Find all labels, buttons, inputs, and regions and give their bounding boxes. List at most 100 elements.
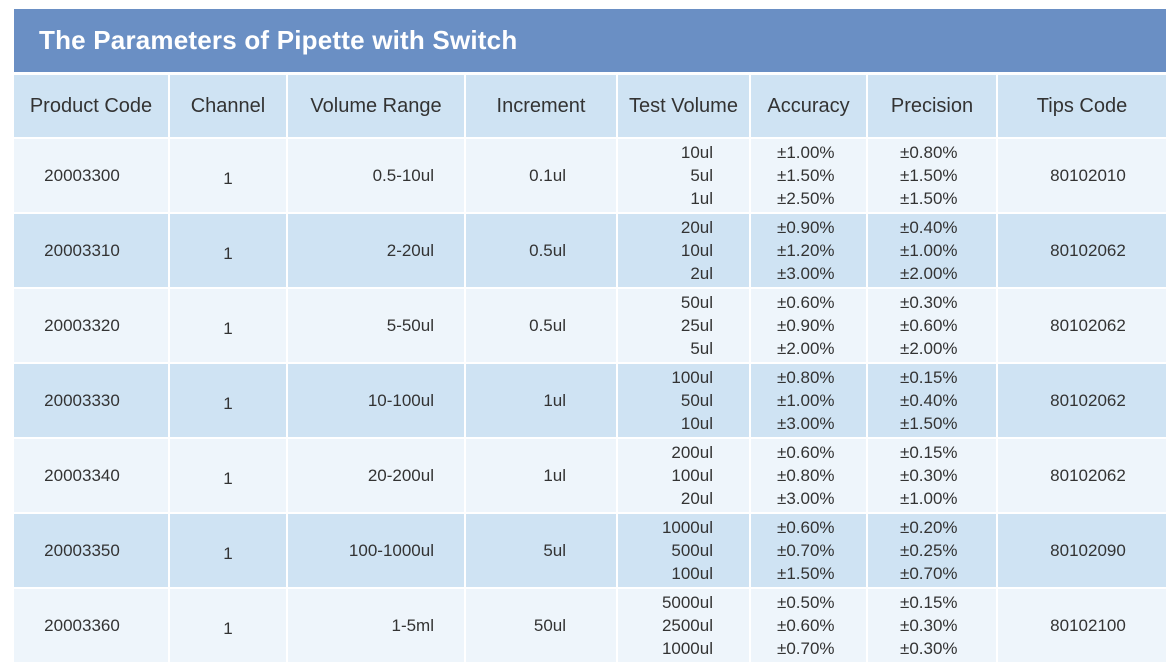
test-volume-cell-value: 100ul xyxy=(671,368,713,387)
accuracy-cell-value: ±1.50% xyxy=(777,166,835,185)
column-header-test-volume: Test Volume xyxy=(618,75,751,139)
test-volume-cell-value: 50ul xyxy=(680,293,713,312)
tips-code-cell: 80102062 xyxy=(998,364,1166,439)
channel-cell: 1 xyxy=(170,139,288,214)
test-volume-cell-value: 1000ul xyxy=(661,518,713,537)
accuracy-cell-value: ±0.60% xyxy=(777,616,835,635)
accuracy-cell-value: ±0.90% xyxy=(777,218,835,237)
test-volume-cell: 10ul 5ul 1ul xyxy=(618,139,751,214)
channel-cell: 1 xyxy=(170,589,288,664)
accuracy-cell-value: ±0.70% xyxy=(777,541,835,560)
test-volume-cell-value: 50ul xyxy=(680,391,713,410)
test-volume-cell: 1000ul 500ul 100ul xyxy=(618,514,751,589)
precision-cell: ±0.15% ±0.30% ±1.00% xyxy=(868,439,998,514)
table-row: 20003360 1 1-5ml 50ul 5000ul 2500ul 1000ul ±0.5… xyxy=(14,589,1166,664)
test-volume-cell-value: 10ul xyxy=(680,143,713,162)
test-volume-cell-value: 200ul xyxy=(671,443,713,462)
accuracy-cell-value: ±0.70% xyxy=(777,639,835,658)
test-volume-cell-value: 1000ul xyxy=(661,639,713,658)
accuracy-cell-value: ±1.00% xyxy=(777,143,835,162)
increment-cell: 1ul xyxy=(466,439,618,514)
precision-cell-value: ±0.80% xyxy=(900,143,958,162)
accuracy-cell-value: ±3.00% xyxy=(777,264,835,283)
column-header-channel: Channel xyxy=(170,75,288,139)
test-volume-cell: 200ul 100ul 20ul xyxy=(618,439,751,514)
table-body: 20003300 1 0.5-10ul 0.1ul 10ul 5ul 1ul ±1.00% ±1… xyxy=(14,139,1166,664)
test-volume-cell-value: 20ul xyxy=(680,489,713,508)
precision-cell-value: ±2.00% xyxy=(900,264,958,283)
precision-cell-value: ±1.00% xyxy=(900,241,958,260)
volume-range-cell: 2-20ul xyxy=(288,214,466,289)
product-code-cell: 20003330 xyxy=(14,364,170,439)
test-volume-cell-value: 10ul xyxy=(680,414,713,433)
test-volume-cell-value: 100ul xyxy=(671,466,713,485)
precision-cell-value: ±1.50% xyxy=(900,189,958,208)
test-volume-cell: 20ul 10ul 2ul xyxy=(618,214,751,289)
precision-cell-value: ±0.40% xyxy=(900,218,958,237)
precision-cell-value: ±0.30% xyxy=(900,616,958,635)
accuracy-cell-value: ±3.00% xyxy=(777,489,835,508)
accuracy-cell-value: ±0.60% xyxy=(777,518,835,537)
accuracy-cell: ±0.60% ±0.80% ±3.00% xyxy=(751,439,868,514)
accuracy-cell-value: ±3.00% xyxy=(777,414,835,433)
column-header-product-code: Product Code xyxy=(14,75,170,139)
increment-cell: 0.5ul xyxy=(466,289,618,364)
test-volume-cell-value: 2500ul xyxy=(661,616,713,635)
precision-cell-value: ±0.20% xyxy=(900,518,958,537)
precision-cell: ±0.80% ±1.50% ±1.50% xyxy=(868,139,998,214)
product-code-cell: 20003360 xyxy=(14,589,170,664)
precision-cell: ±0.15% ±0.40% ±1.50% xyxy=(868,364,998,439)
product-code-cell: 20003340 xyxy=(14,439,170,514)
volume-range-cell: 0.5-10ul xyxy=(288,139,466,214)
accuracy-cell-value: ±1.00% xyxy=(777,391,835,410)
precision-cell-value: ±0.15% xyxy=(900,368,958,387)
column-header-tips-code: Tips Code xyxy=(998,75,1166,139)
product-code-cell: 20003350 xyxy=(14,514,170,589)
accuracy-cell-value: ±0.90% xyxy=(777,316,835,335)
accuracy-cell: ±0.90% ±1.20% ±3.00% xyxy=(751,214,868,289)
accuracy-cell-value: ±1.50% xyxy=(777,564,835,583)
tips-code-cell: 80102090 xyxy=(998,514,1166,589)
increment-cell: 5ul xyxy=(466,514,618,589)
precision-cell: ±0.30% ±0.60% ±2.00% xyxy=(868,289,998,364)
column-header-volume-range: Volume Range xyxy=(288,75,466,139)
precision-cell-value: ±0.30% xyxy=(900,293,958,312)
volume-range-cell: 20-200ul xyxy=(288,439,466,514)
channel-cell: 1 xyxy=(170,289,288,364)
increment-cell: 0.5ul xyxy=(466,214,618,289)
parameters-table: Product Code Channel Volume Range Increm… xyxy=(14,72,1166,664)
precision-cell: ±0.15% ±0.30% ±0.30% xyxy=(868,589,998,664)
channel-cell: 1 xyxy=(170,364,288,439)
test-volume-cell-value: 1ul xyxy=(690,189,713,208)
accuracy-cell-value: ±0.60% xyxy=(777,443,835,462)
volume-range-cell: 5-50ul xyxy=(288,289,466,364)
parameters-panel: The Parameters of Pipette with Switch Pr… xyxy=(14,9,1166,664)
precision-cell-value: ±0.15% xyxy=(900,593,958,612)
precision-cell-value: ±0.60% xyxy=(900,316,958,335)
test-volume-cell: 100ul 50ul 10ul xyxy=(618,364,751,439)
test-volume-cell: 50ul 25ul 5ul xyxy=(618,289,751,364)
table-title: The Parameters of Pipette with Switch xyxy=(39,25,518,55)
channel-cell: 1 xyxy=(170,514,288,589)
test-volume-cell-value: 5ul xyxy=(690,166,713,185)
tips-code-cell: 80102062 xyxy=(998,214,1166,289)
accuracy-cell: ±0.50% ±0.60% ±0.70% xyxy=(751,589,868,664)
test-volume-cell-value: 5000ul xyxy=(661,593,713,612)
header-row: Product Code Channel Volume Range Increm… xyxy=(14,75,1166,139)
volume-range-cell: 100-1000ul xyxy=(288,514,466,589)
product-code-cell: 20003300 xyxy=(14,139,170,214)
product-code-cell: 20003320 xyxy=(14,289,170,364)
test-volume-cell-value: 500ul xyxy=(671,541,713,560)
accuracy-cell-value: ±2.50% xyxy=(777,189,835,208)
precision-cell-value: ±2.00% xyxy=(900,339,958,358)
table-row: 20003310 1 2-20ul 0.5ul 20ul 10ul 2ul ±0.90% ±1.… xyxy=(14,214,1166,289)
table-row: 20003350 1 100-1000ul 5ul 1000ul 500ul 100ul ±0… xyxy=(14,514,1166,589)
precision-cell-value: ±0.25% xyxy=(900,541,958,560)
table-row: 20003300 1 0.5-10ul 0.1ul 10ul 5ul 1ul ±1.00% ±1… xyxy=(14,139,1166,214)
increment-cell: 50ul xyxy=(466,589,618,664)
precision-cell-value: ±0.70% xyxy=(900,564,958,583)
table-title-bar: The Parameters of Pipette with Switch xyxy=(14,9,1166,72)
accuracy-cell: ±0.60% ±0.90% ±2.00% xyxy=(751,289,868,364)
tips-code-cell: 80102100 xyxy=(998,589,1166,664)
accuracy-cell-value: ±0.60% xyxy=(777,293,835,312)
